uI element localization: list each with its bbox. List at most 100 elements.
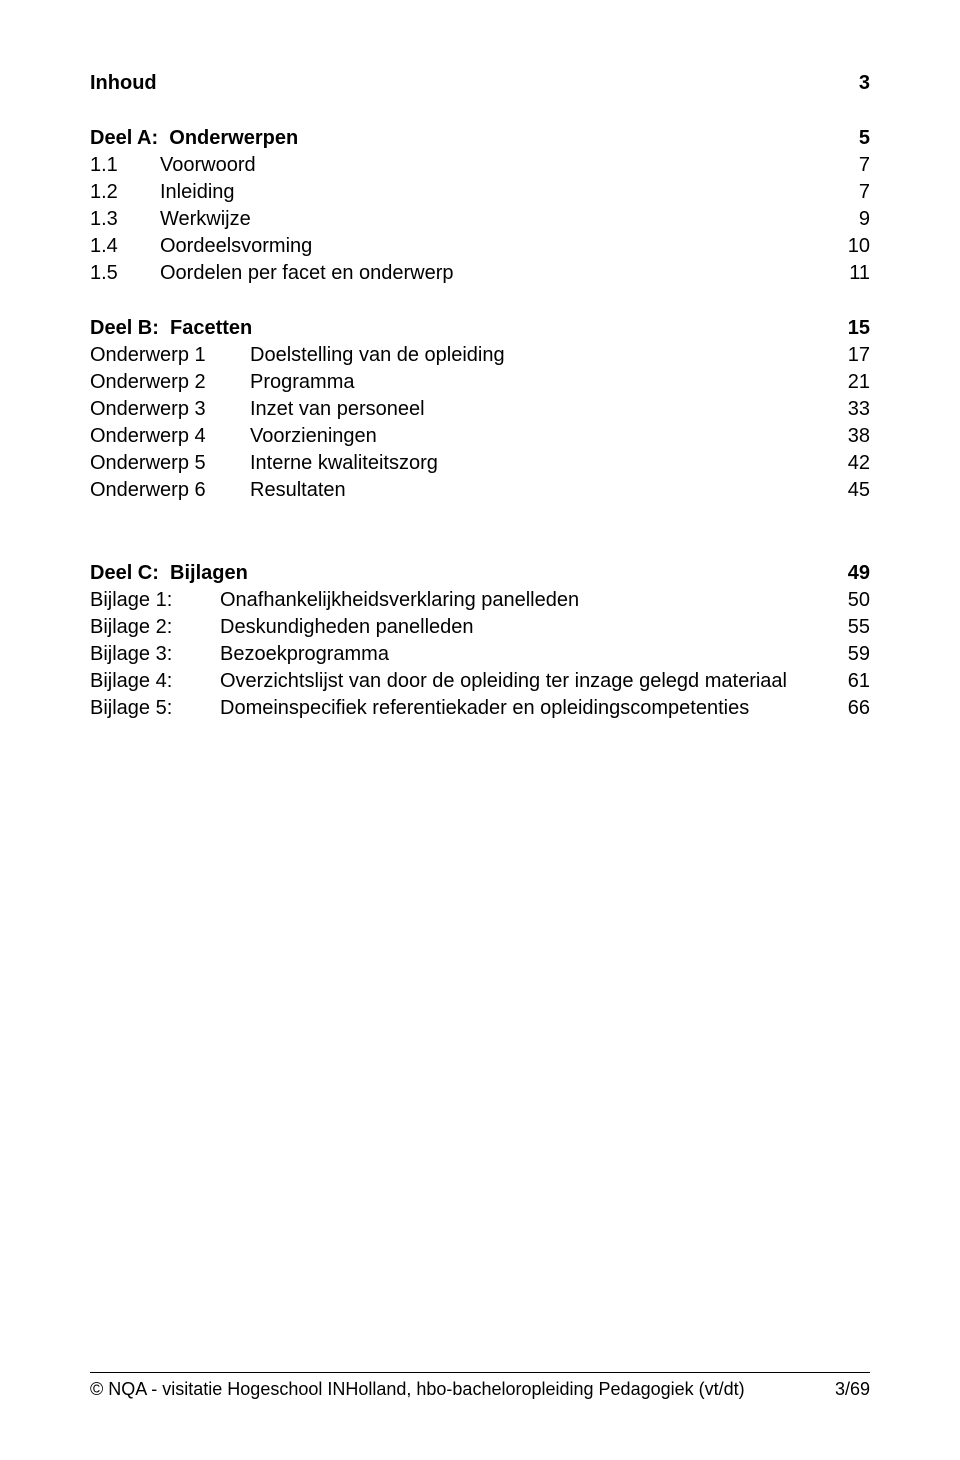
- part-c-label: Deel C: Bijlagen: [90, 560, 248, 587]
- toc-entry-label: Deskundigheden panelleden: [220, 616, 474, 638]
- toc-title-page: 3: [847, 70, 870, 97]
- toc-entry: 1.5Oordelen per facet en onderwerp 11: [90, 260, 870, 287]
- toc-entry-left: 1.2Inleiding: [90, 179, 235, 206]
- toc-entry-num: Bijlage 5:: [90, 695, 220, 722]
- toc-entry: Onderwerp 1Doelstelling van de opleiding…: [90, 342, 870, 369]
- toc-entry-page: 21: [836, 369, 870, 396]
- toc-entry: Bijlage 3:Bezoekprogramma 59: [90, 641, 870, 668]
- part-b-label: Deel B: Facetten: [90, 315, 252, 342]
- toc-entry: Onderwerp 2Programma 21: [90, 369, 870, 396]
- toc-entry: 1.4Oordeelsvorming 10: [90, 233, 870, 260]
- toc-entry: Onderwerp 3Inzet van personeel 33: [90, 396, 870, 423]
- toc-entry-page: 33: [836, 396, 870, 423]
- toc-title-row: Inhoud 3: [90, 70, 870, 97]
- part-c-page: 49: [836, 560, 870, 587]
- toc-entry-label: Programma: [250, 371, 354, 393]
- toc-entry: 1.2Inleiding 7: [90, 179, 870, 206]
- part-a-heading: Deel A: Onderwerpen 5: [90, 125, 870, 152]
- footer-page-number: 3/69: [835, 1379, 870, 1400]
- toc-entry-left: Onderwerp 4Voorzieningen: [90, 423, 377, 450]
- toc-entry: 1.1Voorwoord 7: [90, 152, 870, 179]
- toc-entry-left: 1.4Oordeelsvorming: [90, 233, 312, 260]
- toc-entry-left: Bijlage 5:Domeinspecifiek referentiekade…: [90, 695, 749, 722]
- toc-entry-left: 1.3Werkwijze: [90, 206, 251, 233]
- toc-entry-left: Onderwerp 3Inzet van personeel: [90, 396, 425, 423]
- part-b-page: 15: [836, 315, 870, 342]
- table-of-contents: Inhoud 3 Deel A: Onderwerpen 5 1.1Voorwo…: [90, 70, 870, 722]
- footer-text: © NQA - visitatie Hogeschool INHolland, …: [90, 1379, 745, 1400]
- toc-entry-num: Bijlage 1:: [90, 587, 220, 614]
- toc-entry-label: Overzichtslijst van door de opleiding te…: [220, 670, 787, 692]
- toc-entry-page: 55: [836, 614, 870, 641]
- toc-entry-page: 38: [836, 423, 870, 450]
- toc-entry: Bijlage 5:Domeinspecifiek referentiekade…: [90, 695, 870, 722]
- toc-entry-label: Oordelen per facet en onderwerp: [160, 262, 454, 284]
- toc-entry-num: 1.3: [90, 206, 160, 233]
- toc-entry-left: 1.1Voorwoord: [90, 152, 256, 179]
- toc-entry-label: Werkwijze: [160, 208, 251, 230]
- spacer: [90, 97, 870, 125]
- toc-title-label: Inhoud: [90, 70, 157, 97]
- spacer: [90, 287, 870, 315]
- toc-entry-num: Onderwerp 6: [90, 477, 250, 504]
- toc-entry: Bijlage 4:Overzichtslijst van door de op…: [90, 668, 870, 695]
- toc-entry-left: Bijlage 3:Bezoekprogramma: [90, 641, 389, 668]
- toc-entry-left: Onderwerp 1Doelstelling van de opleiding: [90, 342, 505, 369]
- toc-entry-num: 1.1: [90, 152, 160, 179]
- toc-entry-num: Onderwerp 1: [90, 342, 250, 369]
- toc-entry-num: Onderwerp 5: [90, 450, 250, 477]
- toc-entry: Bijlage 1:Onafhankelijkheidsverklaring p…: [90, 587, 870, 614]
- toc-entry-page: 50: [836, 587, 870, 614]
- toc-entry-left: Bijlage 4:Overzichtslijst van door de op…: [90, 668, 787, 695]
- toc-entry-label: Voorwoord: [160, 154, 256, 176]
- toc-entry-label: Resultaten: [250, 479, 346, 501]
- toc-entry-page: 9: [847, 206, 870, 233]
- toc-entry-left: Onderwerp 6Resultaten: [90, 477, 346, 504]
- toc-entry-num: Bijlage 3:: [90, 641, 220, 668]
- part-a-label: Deel A: Onderwerpen: [90, 125, 298, 152]
- toc-entry-page: 11: [837, 260, 870, 287]
- toc-entry: Onderwerp 6Resultaten 45: [90, 477, 870, 504]
- toc-entry-page: 42: [836, 450, 870, 477]
- toc-entry-left: Onderwerp 2Programma: [90, 369, 354, 396]
- spacer: [90, 504, 870, 560]
- toc-entry-page: 10: [836, 233, 870, 260]
- toc-entry-label: Onafhankelijkheidsverklaring panelleden: [220, 589, 579, 611]
- part-b-heading: Deel B: Facetten 15: [90, 315, 870, 342]
- toc-entry: 1.3Werkwijze 9: [90, 206, 870, 233]
- toc-entry-num: Onderwerp 4: [90, 423, 250, 450]
- page: Inhoud 3 Deel A: Onderwerpen 5 1.1Voorwo…: [0, 0, 960, 1460]
- toc-entry-left: 1.5Oordelen per facet en onderwerp: [90, 260, 454, 287]
- toc-entry-left: Bijlage 1:Onafhankelijkheidsverklaring p…: [90, 587, 579, 614]
- toc-entry-num: Bijlage 2:: [90, 614, 220, 641]
- toc-entry-num: Onderwerp 3: [90, 396, 250, 423]
- toc-entry-num: Onderwerp 2: [90, 369, 250, 396]
- toc-entry-label: Bezoekprogramma: [220, 643, 389, 665]
- toc-entry-page: 7: [847, 152, 870, 179]
- toc-entry-page: 7: [847, 179, 870, 206]
- toc-entry-label: Inzet van personeel: [250, 398, 425, 420]
- toc-entry-num: 1.5: [90, 260, 160, 287]
- toc-entry-page: 61: [836, 668, 870, 695]
- part-a-page: 5: [847, 125, 870, 152]
- toc-entry: Onderwerp 4Voorzieningen 38: [90, 423, 870, 450]
- toc-entry: Onderwerp 5Interne kwaliteitszorg 42: [90, 450, 870, 477]
- toc-entry-label: Domeinspecifiek referentiekader en oplei…: [220, 697, 749, 719]
- toc-entry-num: Bijlage 4:: [90, 668, 220, 695]
- toc-entry-left: Bijlage 2:Deskundigheden panelleden: [90, 614, 474, 641]
- toc-entry-page: 66: [836, 695, 870, 722]
- toc-entry-label: Voorzieningen: [250, 425, 377, 447]
- toc-entry-label: Oordeelsvorming: [160, 235, 312, 257]
- toc-entry-num: 1.4: [90, 233, 160, 260]
- toc-entry-label: Doelstelling van de opleiding: [250, 344, 505, 366]
- toc-entry-page: 59: [836, 641, 870, 668]
- page-footer: © NQA - visitatie Hogeschool INHolland, …: [90, 1372, 870, 1400]
- toc-entry-page: 17: [836, 342, 870, 369]
- toc-entry-label: Interne kwaliteitszorg: [250, 452, 438, 474]
- toc-entry-label: Inleiding: [160, 181, 235, 203]
- part-c-heading: Deel C: Bijlagen 49: [90, 560, 870, 587]
- toc-entry-num: 1.2: [90, 179, 160, 206]
- toc-entry: Bijlage 2:Deskundigheden panelleden 55: [90, 614, 870, 641]
- toc-entry-left: Onderwerp 5Interne kwaliteitszorg: [90, 450, 438, 477]
- toc-entry-page: 45: [836, 477, 870, 504]
